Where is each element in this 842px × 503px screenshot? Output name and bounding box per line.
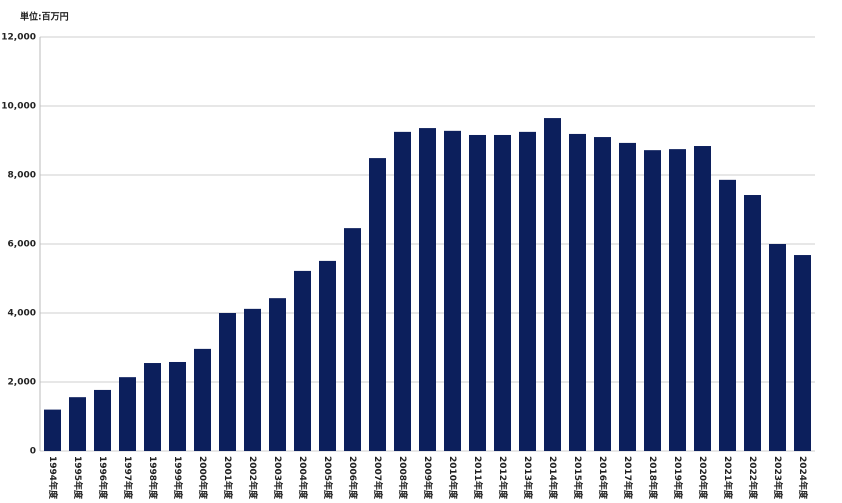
x-tick-label: 1996年度 [97, 456, 109, 500]
bar [444, 130, 461, 451]
bar [494, 134, 511, 452]
x-tick-label: 2017年度 [622, 456, 634, 500]
x-tick-label: 1998年度 [147, 456, 159, 500]
bar [69, 397, 86, 451]
bar [594, 137, 611, 452]
bar [344, 228, 361, 451]
bar [794, 255, 811, 451]
bar [419, 128, 436, 451]
x-tick-label: 2009年度 [422, 456, 434, 500]
x-tick-label: 1999年度 [172, 456, 184, 500]
x-tick-label: 2015年度 [572, 456, 584, 500]
bar [169, 361, 186, 451]
bar [544, 118, 561, 451]
y-tick-label: 0 [30, 447, 36, 457]
bar [369, 158, 386, 451]
x-tick-label: 2000年度 [197, 456, 209, 500]
x-tick-label: 2008年度 [397, 456, 409, 500]
x-tick-label: 2004年度 [297, 456, 309, 500]
bar [519, 131, 536, 451]
bar [744, 195, 761, 451]
x-tick-label: 2023年度 [772, 456, 784, 500]
bar [44, 409, 61, 451]
bar [319, 260, 336, 451]
x-tick-label: 2016年度 [597, 456, 609, 500]
y-tick-label: 12,000 [1, 33, 36, 43]
bar [719, 179, 736, 451]
x-tick-label: 2006年度 [347, 456, 359, 500]
x-tick-label: 2001年度 [222, 456, 234, 500]
bar [769, 244, 786, 451]
bar [94, 389, 111, 451]
bar [469, 134, 486, 452]
bar [119, 377, 136, 451]
x-tick-label: 2021年度 [722, 456, 734, 500]
bar [294, 270, 311, 451]
y-tick-label: 10,000 [1, 102, 36, 112]
x-tick-label: 2024年度 [797, 456, 809, 500]
bar [194, 348, 211, 451]
y-tick-label: 2,000 [8, 378, 36, 388]
bar [144, 363, 161, 451]
x-tick-label: 2012年度 [497, 456, 509, 500]
bar [244, 308, 261, 451]
x-tick-label: 2014年度 [547, 456, 559, 500]
x-tick-label: 2005年度 [322, 456, 334, 500]
bar [569, 133, 586, 451]
bar [644, 150, 661, 451]
bar [269, 298, 286, 451]
x-tick-label: 2018年度 [647, 456, 659, 500]
unit-label: 単位:百万円 [20, 11, 69, 23]
bar [694, 146, 711, 451]
x-tick-label: 2003年度 [272, 456, 284, 500]
x-tick-label: 2011年度 [472, 456, 484, 500]
y-tick-label: 8,000 [8, 171, 36, 181]
bar [619, 142, 636, 452]
x-tick-label: 2019年度 [672, 456, 684, 500]
x-tick-label: 1994年度 [47, 456, 59, 500]
x-tick-label: 1995年度 [72, 456, 84, 500]
bar [219, 313, 236, 451]
x-tick-label: 2020年度 [697, 456, 709, 500]
y-tick-label: 4,000 [8, 309, 36, 319]
x-tick-label: 1997年度 [122, 456, 134, 500]
x-tick-label: 2013年度 [522, 456, 534, 500]
x-tick-label: 2002年度 [247, 456, 259, 500]
x-tick-label: 2010年度 [447, 456, 459, 500]
y-tick-label: 6,000 [8, 240, 36, 250]
bar [394, 131, 411, 451]
x-tick-label: 2007年度 [372, 456, 384, 500]
bar [669, 149, 686, 451]
x-tick-label: 2022年度 [747, 456, 759, 500]
